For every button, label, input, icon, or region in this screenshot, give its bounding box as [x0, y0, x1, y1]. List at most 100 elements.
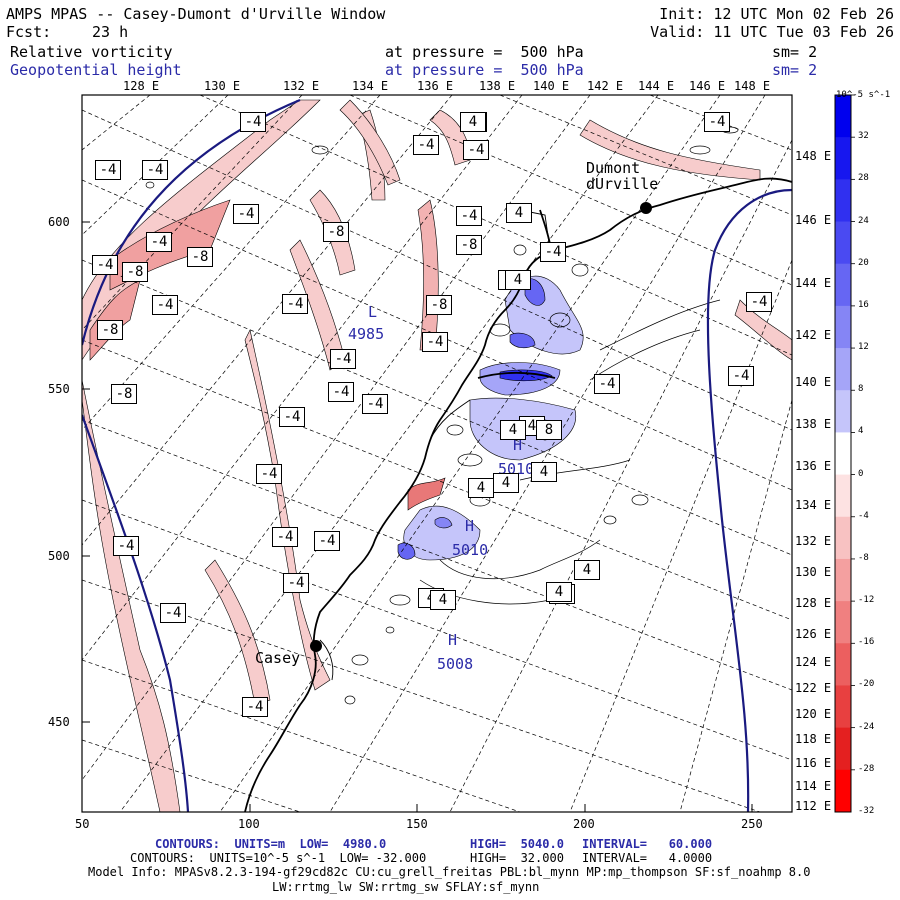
vorticity-contour-label: 4 [493, 473, 519, 493]
high-center-value-3: 5008 [437, 655, 474, 673]
top-lon-label: 128 E [123, 79, 160, 93]
y-axis-label-500: 500 [48, 549, 70, 563]
vorticity-contour-label: 4 [468, 478, 494, 498]
vorticity-contour-label: 4 [506, 203, 532, 223]
colorbar-swatch [835, 263, 851, 307]
vorticity-contour-label: -4 [92, 255, 118, 275]
top-lon-label: 138 E [479, 79, 516, 93]
y-axis-label-600: 600 [48, 215, 70, 229]
colorbar-label: 20 [858, 257, 869, 268]
vorticity-contour-label: -4 [422, 332, 448, 352]
vorticity-contour-label: -4 [330, 349, 356, 369]
colorbar [834, 94, 852, 813]
footer-vort-contours-high: HIGH= 32.000 [470, 851, 564, 865]
vorticity-contour-label: -4 [413, 135, 439, 155]
right-lon-label: 128 E [795, 596, 832, 610]
vorticity-contour-label: -4 [456, 206, 482, 226]
vorticity-contour-label: 4 [531, 462, 557, 482]
colorbar-label: 0 [858, 468, 864, 479]
vorticity-contour-label: -4 [282, 294, 308, 314]
top-lon-label: 136 E [417, 79, 454, 93]
top-lon-label: 134 E [352, 79, 389, 93]
vorticity-contour-label: -4 [279, 407, 305, 427]
vorticity-contour-label: -4 [242, 697, 268, 717]
right-lon-label: 144 E [795, 276, 832, 290]
colorbar-swatch [835, 305, 851, 349]
right-lon-label: 114 E [795, 779, 832, 793]
vorticity-contour-label: -4 [328, 382, 354, 402]
vorticity-contours [145, 126, 739, 705]
vorticity-contour-label: -4 [152, 295, 178, 315]
vorticity-contour-label: 4 [500, 420, 526, 440]
colorbar-swatch [835, 685, 851, 729]
vorticity-contour-label: -4 [728, 366, 754, 386]
vorticity-contour-label: -4 [704, 112, 730, 132]
x-axis-label-200: 200 [573, 817, 595, 831]
top-lon-label: 144 E [638, 79, 675, 93]
vorticity-contour-label: -8 [111, 384, 137, 404]
vorticity-contour-label: -8 [323, 222, 349, 242]
colorbar-swatch [835, 137, 851, 180]
right-lon-label: 132 E [795, 534, 832, 548]
right-lon-label: 146 E [795, 213, 832, 227]
colorbar-label: 32 [858, 131, 869, 142]
footer-height-contours-high: HIGH= 5040.0 [470, 837, 564, 851]
field2-smoothing: sm= 2 [772, 61, 818, 79]
top-lon-label: 146 E [689, 79, 726, 93]
colorbar-swatch [835, 474, 851, 518]
y-axis-label-550: 550 [48, 382, 70, 396]
colorbar-label: -32 [858, 806, 875, 816]
field1-smoothing: sm= 2 [772, 43, 818, 61]
colorbar-label: 8 [858, 384, 864, 395]
colorbar-label: 24 [858, 215, 869, 226]
high-center-symbol-2: H [465, 517, 475, 535]
colorbar-label: -28 [858, 763, 875, 774]
footer-model-info: Model Info: MPASv8.2.3-194-gf29cd82c CU:… [88, 865, 811, 879]
colorbar-label: -16 [858, 637, 875, 648]
vorticity-contour-label: -4 [256, 464, 282, 484]
map-title: AMPS MPAS -- Casey-Dumont d'Urville Wind… [6, 5, 386, 23]
x-axis-label-250: 250 [741, 817, 763, 831]
colorbar-ticks [851, 94, 855, 771]
x-axis-label-50: 50 [75, 817, 90, 831]
colorbar-swatch [835, 179, 851, 223]
colorbar-label: 12 [858, 342, 869, 353]
colorbar-swatch [835, 390, 851, 433]
right-lon-label: 126 E [795, 627, 832, 641]
footer-model-physics: LW:rrtmg_lw SW:rrtmg_sw SFLAY:sf_mynn [272, 880, 540, 894]
x-axis-label-150: 150 [406, 817, 428, 831]
top-lon-label: 140 E [533, 79, 570, 93]
right-lon-label: 116 E [795, 756, 832, 770]
colorbar-swatch [835, 558, 851, 602]
right-lon-label: 124 E [795, 655, 832, 669]
vorticity-contour-label: -8 [426, 295, 452, 315]
vorticity-contour-label: -4 [160, 603, 186, 623]
colorbar-swatch [835, 348, 851, 391]
field1-pressure: at pressure = 500 hPa [385, 43, 584, 61]
colorbar-label: -4 [858, 510, 869, 521]
forecast-hour: 23 h [92, 23, 129, 41]
init-time: Init: 12 UTC Mon 02 Feb 26 [659, 5, 894, 23]
colorbar-label: 28 [858, 173, 869, 184]
vorticity-contour-label: -4 [240, 112, 266, 132]
vorticity-contour-label: -4 [142, 160, 168, 180]
vorticity-contour-label: -4 [594, 374, 620, 394]
right-lon-label: 136 E [795, 459, 832, 473]
vorticity-contour-label: -8 [187, 247, 213, 267]
vorticity-contour-label: -4 [314, 531, 340, 551]
map-frame [81, 94, 793, 813]
colorbar-label: -24 [858, 721, 875, 732]
colorbar-swatch [835, 432, 851, 476]
vorticity-contour-label: -4 [272, 527, 298, 547]
station-casey-marker [310, 640, 322, 652]
right-lon-label: 122 E [795, 681, 832, 695]
vorticity-contour-label: -4 [95, 160, 121, 180]
top-lon-label: 148 E [734, 79, 771, 93]
vorticity-contour-label: -4 [746, 292, 772, 312]
colorbar-swatch [835, 221, 851, 265]
vorticity-contour-label: 4 [460, 112, 486, 132]
colorbar-swatch [835, 95, 851, 138]
footer-vort-contours-low: CONTOURS: UNITS=10^-5 s^-1 LOW= -32.000 [130, 851, 427, 865]
footer-vort-contours-interval: INTERVAL= 4.0000 [582, 851, 713, 865]
footer-height-contours-interval: INTERVAL= 60.000 [582, 837, 713, 851]
